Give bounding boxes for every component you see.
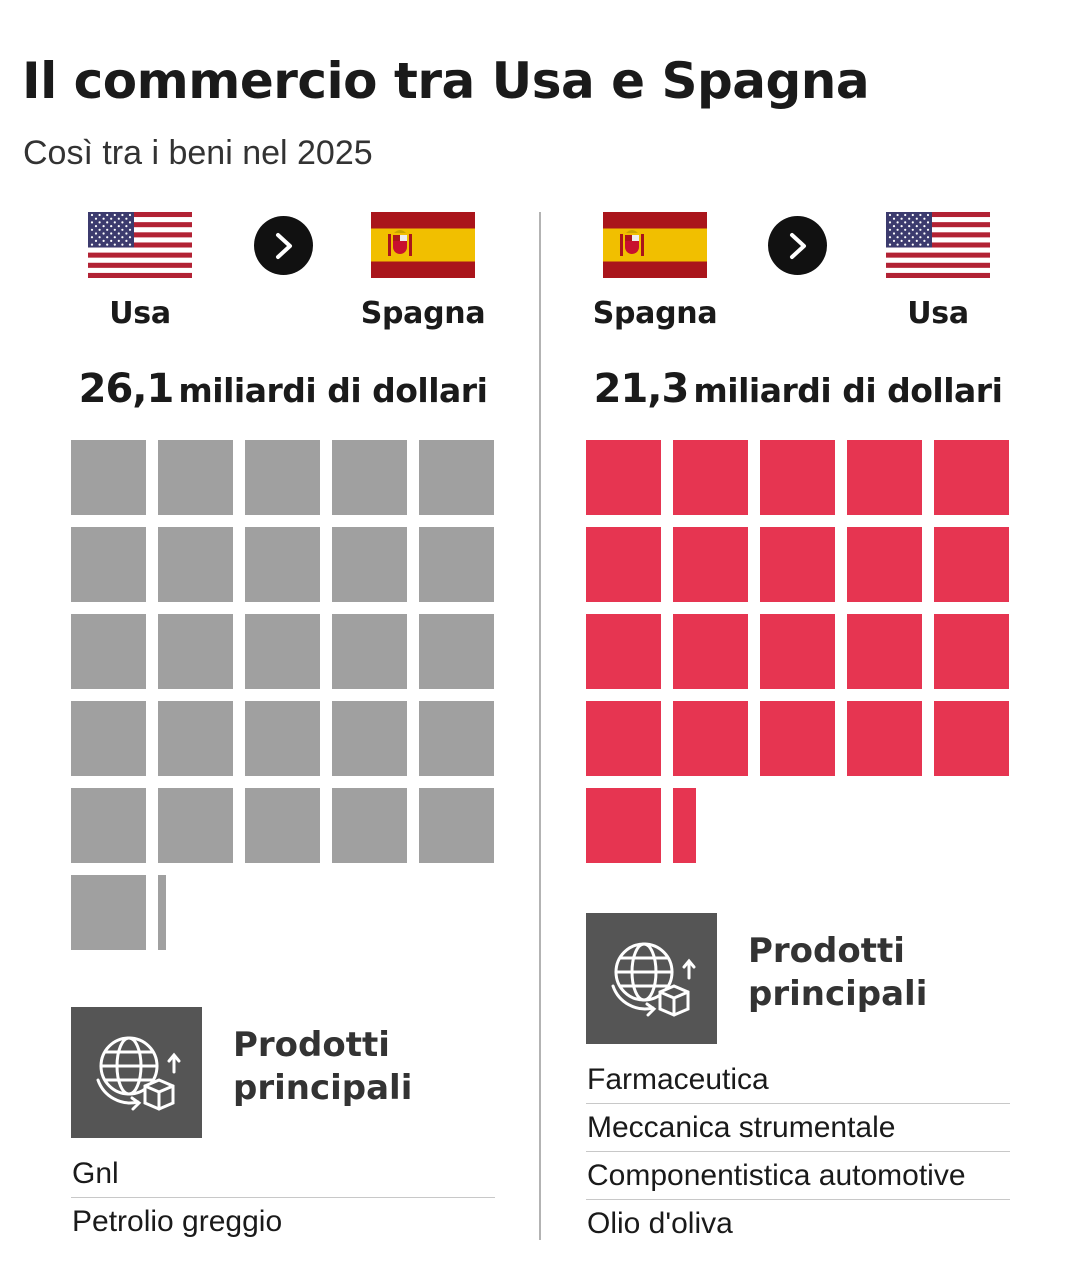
waffle-square xyxy=(71,788,146,863)
waffle-square xyxy=(245,701,320,776)
products-heading-line1: Prodotti xyxy=(748,931,905,971)
waffle-square xyxy=(158,701,233,776)
products-heading: Prodotti principali xyxy=(233,1024,503,1110)
waffle-square xyxy=(245,788,320,863)
usa-flag-icon xyxy=(88,212,192,278)
usa-flag-stars xyxy=(90,213,132,246)
waffle-square xyxy=(245,614,320,689)
waffle-square xyxy=(419,440,494,515)
waffle-square xyxy=(332,788,407,863)
waffle-square xyxy=(158,875,166,950)
waffle-square xyxy=(419,701,494,776)
waffle-square xyxy=(760,701,835,776)
list-item: Componentistica automotive xyxy=(586,1152,1010,1200)
waffle-square xyxy=(419,788,494,863)
waffle-square xyxy=(760,440,835,515)
waffle-square xyxy=(586,614,661,689)
trade-amount: 21,3 miliardi di dollari xyxy=(583,366,1013,412)
waffle-square xyxy=(332,440,407,515)
waffle-square xyxy=(934,614,1009,689)
waffle-square xyxy=(760,614,835,689)
waffle-square xyxy=(245,440,320,515)
products-list: Gnl Petrolio greggio xyxy=(71,1150,495,1245)
products-heading-line2: principali xyxy=(233,1068,413,1108)
usa-flag-icon xyxy=(886,212,990,278)
waffle-square xyxy=(158,788,233,863)
list-item: Olio d'oliva xyxy=(587,1207,733,1240)
spain-flag-icon xyxy=(371,212,475,278)
waffle-square xyxy=(934,701,1009,776)
panel-spain-to-usa: Spagna Usa 21,3 miliardi di dollari Prod… xyxy=(583,0,1023,1275)
trade-amount-value: 26,1 xyxy=(78,366,175,412)
list-item: Petrolio greggio xyxy=(72,1205,283,1238)
waffle-square xyxy=(673,440,748,515)
waffle-square xyxy=(586,701,661,776)
waffle-square xyxy=(586,788,661,863)
trade-amount-unit: miliardi di dollari xyxy=(693,371,1003,410)
origin-country-label: Usa xyxy=(109,296,171,331)
usa-flag-stripes xyxy=(886,212,990,278)
products-heading-line1: Prodotti xyxy=(233,1025,390,1065)
waffle-square xyxy=(934,440,1009,515)
waffle-square xyxy=(71,875,146,950)
list-item: Farmaceutica xyxy=(586,1056,1010,1104)
products-heading: Prodotti principali xyxy=(748,930,1018,1016)
destination-country-label: Spagna xyxy=(360,296,486,331)
list-item: Meccanica strumentale xyxy=(586,1104,1010,1152)
waffle-square xyxy=(847,701,922,776)
waffle-square xyxy=(158,614,233,689)
waffle-chart-spain-to-usa xyxy=(586,440,1016,960)
panel-divider xyxy=(539,212,541,1240)
arrow-right-icon xyxy=(768,216,827,275)
waffle-square xyxy=(332,701,407,776)
waffle-square xyxy=(760,527,835,602)
waffle-square xyxy=(332,527,407,602)
waffle-square xyxy=(419,527,494,602)
usa-flag-stripes xyxy=(88,212,192,278)
globe-shipping-icon xyxy=(71,1007,202,1138)
waffle-square xyxy=(158,527,233,602)
products-heading-line2: principali xyxy=(748,974,928,1014)
trade-amount-unit: miliardi di dollari xyxy=(178,371,488,410)
waffle-square xyxy=(245,527,320,602)
destination-country-label: Usa xyxy=(907,296,969,331)
origin-country-label: Spagna xyxy=(592,296,718,331)
globe-shipping-icon xyxy=(586,913,717,1044)
waffle-chart-usa-to-spain xyxy=(71,440,501,960)
waffle-square xyxy=(673,527,748,602)
waffle-square xyxy=(419,614,494,689)
list-item: Gnl xyxy=(71,1150,495,1198)
waffle-square xyxy=(71,440,146,515)
page-subtitle: Così tra i beni nel 2025 xyxy=(23,134,373,172)
waffle-square xyxy=(847,440,922,515)
waffle-square xyxy=(586,527,661,602)
waffle-square xyxy=(71,527,146,602)
waffle-square xyxy=(847,527,922,602)
trade-amount: 26,1 miliardi di dollari xyxy=(68,366,498,412)
waffle-square xyxy=(71,614,146,689)
usa-flag-stars xyxy=(888,213,930,246)
waffle-square xyxy=(934,527,1009,602)
waffle-square xyxy=(332,614,407,689)
panel-usa-to-spain: Usa Spagna 26,1 miliardi di dollari Prod… xyxy=(68,0,508,1275)
arrow-right-icon xyxy=(254,216,313,275)
waffle-square xyxy=(71,701,146,776)
page-title: Il commercio tra Usa e Spagna xyxy=(22,52,870,110)
waffle-square xyxy=(673,701,748,776)
spain-flag-icon xyxy=(603,212,707,278)
trade-amount-value: 21,3 xyxy=(593,366,690,412)
waffle-square xyxy=(158,440,233,515)
waffle-square xyxy=(673,788,696,863)
products-list: Farmaceutica Meccanica strumentale Compo… xyxy=(586,1056,1010,1247)
waffle-square xyxy=(673,614,748,689)
waffle-square xyxy=(586,440,661,515)
waffle-square xyxy=(847,614,922,689)
